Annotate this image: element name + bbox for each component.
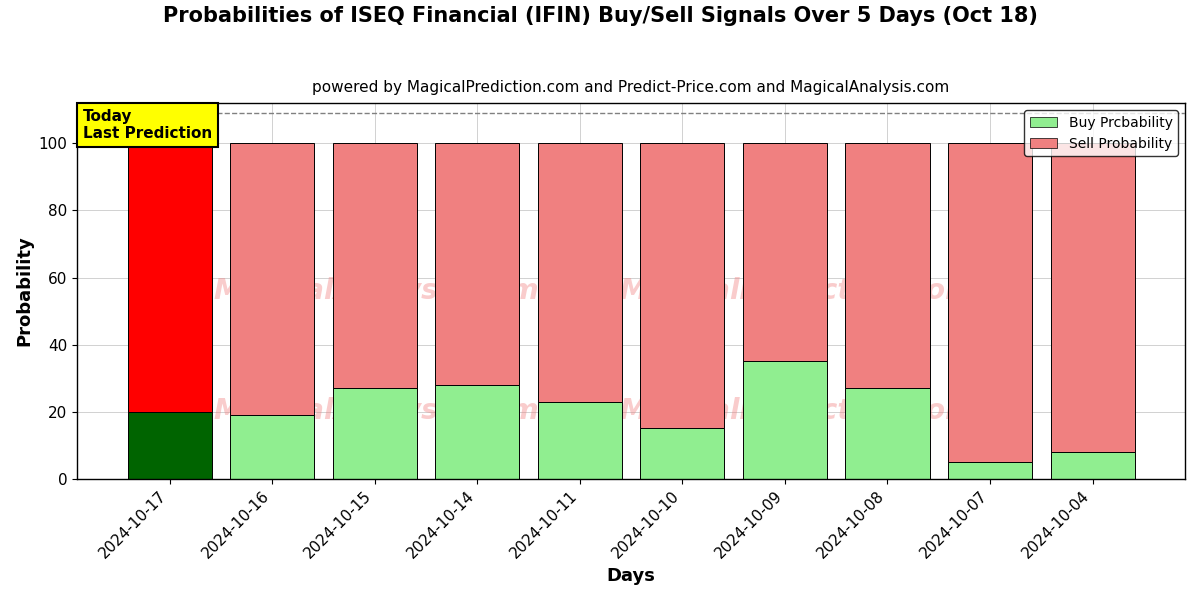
Bar bbox=[641, 428, 725, 479]
Text: MagicalPrediction.com: MagicalPrediction.com bbox=[619, 397, 974, 425]
Legend: Buy Prcbability, Sell Probability: Buy Prcbability, Sell Probability bbox=[1024, 110, 1178, 156]
Bar bbox=[948, 462, 1032, 479]
Bar bbox=[743, 361, 827, 479]
Bar bbox=[1050, 143, 1135, 452]
Bar bbox=[846, 388, 930, 479]
Y-axis label: Probability: Probability bbox=[14, 236, 32, 346]
Bar bbox=[127, 143, 211, 412]
Bar bbox=[436, 385, 520, 479]
Bar bbox=[641, 143, 725, 428]
X-axis label: Days: Days bbox=[607, 567, 655, 585]
Bar bbox=[538, 401, 622, 479]
Bar bbox=[436, 143, 520, 385]
Bar bbox=[743, 143, 827, 361]
Bar bbox=[332, 388, 416, 479]
Text: MagicalPrediction.com: MagicalPrediction.com bbox=[619, 277, 974, 305]
Bar bbox=[1050, 452, 1135, 479]
Title: powered by MagicalPrediction.com and Predict-Price.com and MagicalAnalysis.com: powered by MagicalPrediction.com and Pre… bbox=[312, 80, 949, 95]
Text: MagicalAnalysis.com: MagicalAnalysis.com bbox=[214, 277, 539, 305]
Bar bbox=[332, 143, 416, 388]
Bar bbox=[127, 412, 211, 479]
Bar bbox=[538, 143, 622, 401]
Bar bbox=[846, 143, 930, 388]
Bar bbox=[948, 143, 1032, 462]
Bar bbox=[230, 143, 314, 415]
Text: Today
Last Prediction: Today Last Prediction bbox=[83, 109, 212, 141]
Text: MagicalAnalysis.com: MagicalAnalysis.com bbox=[214, 397, 539, 425]
Text: Probabilities of ISEQ Financial (IFIN) Buy/Sell Signals Over 5 Days (Oct 18): Probabilities of ISEQ Financial (IFIN) B… bbox=[162, 6, 1038, 26]
Bar bbox=[230, 415, 314, 479]
